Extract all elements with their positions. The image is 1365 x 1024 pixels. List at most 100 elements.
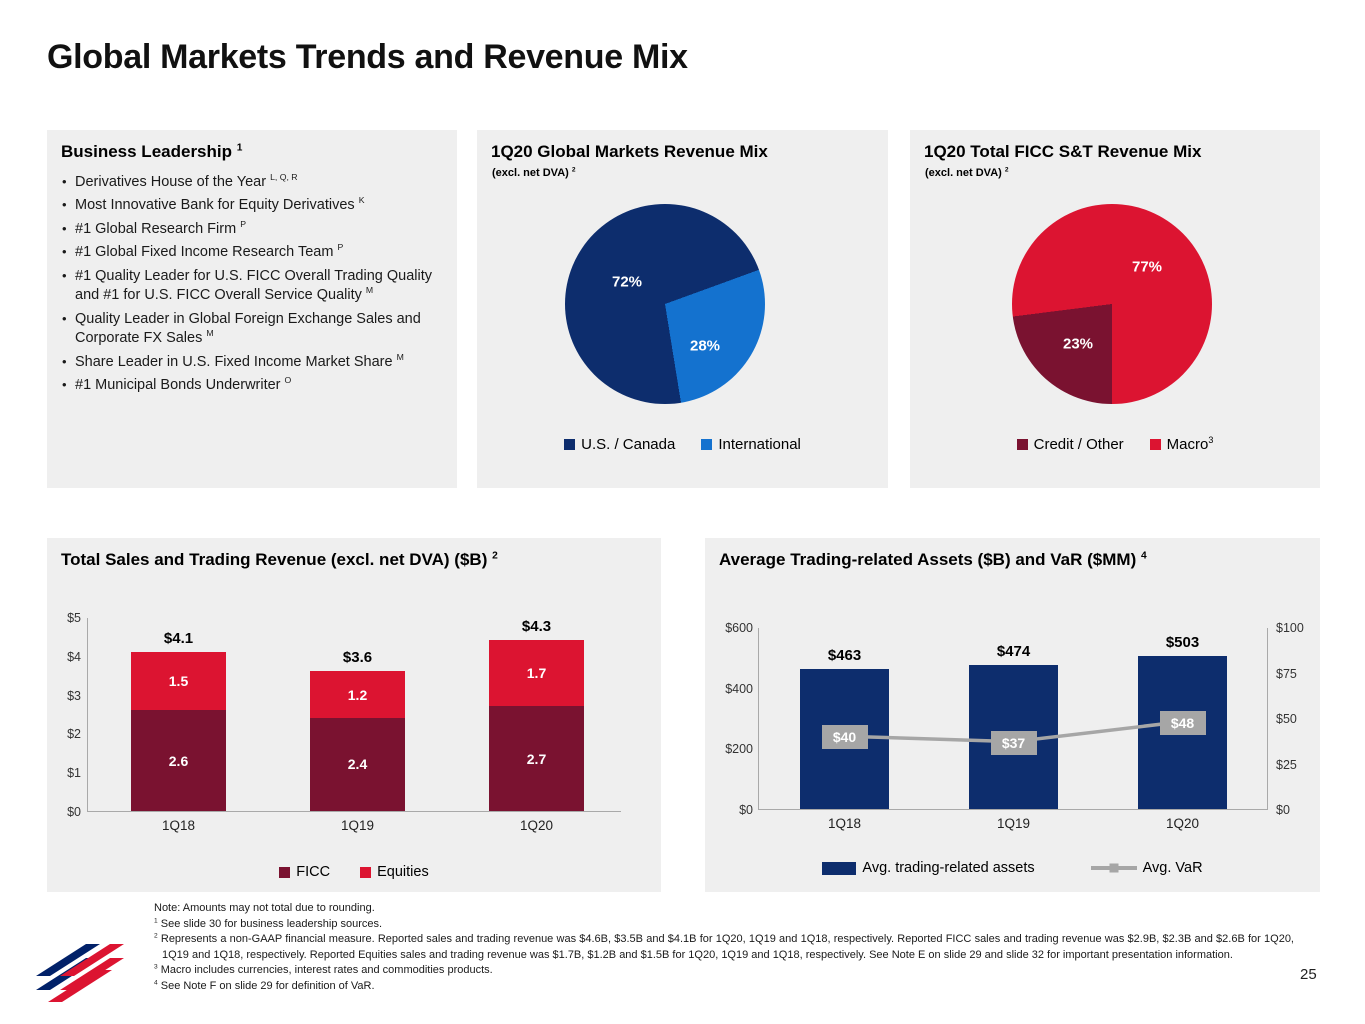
bar-segment-ficc: 2.4 [310, 717, 405, 811]
leadership-item-text: Quality Leader in Global Foreign Exchang… [75, 310, 421, 346]
assets-bar-value-label: $474 [996, 643, 1031, 661]
trading-assets-var-chart-panel: Average Trading-related Assets ($B) and … [705, 538, 1320, 892]
y-axis-tick-labels: $5 $4 $3 $2 $1 $0 [49, 611, 81, 819]
legend-label: Equities [377, 864, 429, 880]
footnote-marker: P [337, 242, 344, 253]
footnote-marker: 2 [571, 166, 576, 174]
ficc-revenue-mix-panel: 1Q20 Total FICC S&T Revenue Mix (excl. n… [910, 130, 1320, 488]
footnote-marker: 3 [1208, 435, 1214, 445]
bar-segment-ficc: 2.7 [489, 706, 584, 811]
axis-tick-label: $200 [725, 742, 753, 757]
sales-trading-revenue-chart-panel: Total Sales and Trading Revenue (excl. n… [47, 538, 661, 892]
axis-tick-label: $0 [67, 804, 81, 819]
chart-title: 1Q20 Global Markets Revenue Mix [491, 142, 768, 162]
footnote-marker: K [358, 195, 365, 206]
leadership-item: Derivatives House of the Year L, Q, R [61, 171, 449, 192]
axis-tick-label: $0 [739, 802, 753, 817]
slide-title: Global Markets Trends and Revenue Mix [47, 38, 688, 76]
legend-swatch [279, 866, 291, 878]
pie-slice-label-international: 28% [689, 337, 721, 355]
chart-subtitle-text: (excl. net DVA) [492, 167, 569, 179]
bank-of-america-logo [36, 944, 124, 1002]
footnote-marker: 1 [236, 142, 243, 154]
legend-label: Credit / Other [1033, 436, 1124, 453]
footnote-marker: 2 [1004, 166, 1009, 174]
axis-tick-label: $400 [725, 681, 753, 696]
x-axis-category-label: 1Q19 [996, 816, 1031, 831]
leadership-item: #1 Municipal Bonds Underwriter O [61, 376, 449, 395]
footnote-marker: M [365, 285, 374, 296]
pie-slice-label-credit-other: 23% [1062, 335, 1094, 353]
footnote-marker: P [240, 218, 246, 229]
legend-label: Avg. trading-related assets [862, 860, 1035, 876]
x-axis-category-label: 1Q18 [827, 816, 862, 831]
chart-subtitle: (excl. net DVA) 2 [492, 167, 576, 179]
assets-bar-value-label: $463 [827, 646, 862, 664]
footnote-text: Macro includes currencies, interest rate… [160, 964, 493, 977]
legend-item: Avg. VaR [1090, 860, 1203, 876]
chart-subtitle: (excl. net DVA) 2 [925, 167, 1009, 179]
bar-segment-equities: 1.2 [310, 671, 405, 718]
chart-legend: FICC Equities [47, 864, 661, 880]
legend-line-swatch [1090, 866, 1137, 870]
global-markets-revenue-mix-panel: 1Q20 Global Markets Revenue Mix (excl. n… [477, 130, 888, 488]
footnote-marker: 4 [154, 979, 158, 987]
segment-value-label: 2.4 [347, 756, 368, 773]
panel-title: Business Leadership 1 [61, 142, 242, 162]
legend-label: Macro3 [1167, 435, 1214, 454]
chart-title: Average Trading-related Assets ($B) and … [719, 550, 1147, 570]
legend-item: FICC [279, 864, 330, 880]
legend-label: FICC [296, 864, 331, 880]
legend-label: International [718, 436, 801, 453]
leadership-item-text: Most Innovative Bank for Equity Derivati… [75, 197, 355, 214]
axis-tick-label: $50 [1276, 712, 1297, 726]
footnote-2: 2 Represents a non-GAAP financial measur… [154, 932, 1294, 963]
axis-tick-label: $0 [1276, 803, 1290, 817]
chart-legend: U.S. / Canada International [477, 436, 888, 453]
footnote-marker: 2 [492, 550, 498, 562]
pie-slice-label-us-canada: 72% [611, 273, 643, 291]
x-axis-category-label: 1Q18 [161, 818, 196, 833]
footnote-4: 4 See Note F on slide 29 for definition … [154, 979, 1294, 995]
left-y-axis-tick-labels: $600 $400 $200 $0 [709, 621, 753, 817]
footnote-3: 3 Macro includes currencies, interest ra… [154, 963, 1294, 979]
page-number: 25 [1300, 966, 1317, 983]
footnote-1: 1 See slide 30 for business leadership s… [154, 917, 1294, 933]
combo-chart-plot: $463 1Q18 $474 1Q19 $503 1Q20 $40 $37 $48 [758, 628, 1268, 831]
bar-total-label: $3.6 [342, 649, 373, 667]
ficc-mix-pie-chart [1012, 204, 1212, 404]
footnote-marker: 4 [1140, 550, 1147, 562]
segment-value-label: 1.7 [526, 665, 547, 682]
right-y-axis-tick-labels: $100 $75 $50 $25 $0 [1276, 621, 1320, 817]
chart-title: Total Sales and Trading Revenue (excl. n… [61, 550, 498, 570]
chart-title-text: 1Q20 Total FICC S&T Revenue Mix [924, 142, 1202, 161]
chart-subtitle-text: (excl. net DVA) [925, 167, 1002, 179]
axis-tick-label: $75 [1276, 666, 1297, 681]
axis-tick-label: $600 [725, 621, 753, 635]
axis-tick-label: $2 [67, 727, 81, 742]
legend-label: Avg. VaR [1142, 860, 1203, 876]
axis-tick-label: $4 [67, 649, 81, 664]
legend-swatch [1149, 439, 1161, 450]
x-axis-category-label: 1Q19 [340, 818, 375, 833]
footnote-marker: 3 [154, 963, 158, 971]
legend-item: U.S. / Canada [564, 436, 675, 453]
legend-item: Macro3 [1149, 435, 1214, 454]
x-axis-category-label: 1Q20 [519, 818, 554, 833]
footnotes: Note: Amounts may not total due to round… [154, 901, 1294, 995]
legend-label: U.S. / Canada [581, 436, 676, 453]
footnote-marker: M [206, 328, 214, 339]
segment-value-label: 2.7 [526, 750, 547, 767]
footnote-marker: L, Q, R [270, 171, 298, 182]
leadership-item: #1 Global Research Firm P [61, 220, 449, 239]
leadership-item: Most Innovative Bank for Equity Derivati… [61, 196, 449, 215]
chart-legend: Avg. trading-related assets Avg. VaR [705, 860, 1320, 876]
segment-value-label: 1.2 [347, 686, 368, 703]
pie-slice-label-macro: 77% [1131, 258, 1163, 276]
bar-segment-ficc: 2.6 [131, 710, 226, 811]
rounding-note: Note: Amounts may not total due to round… [154, 902, 375, 914]
axis-tick-label: $3 [67, 688, 81, 703]
leadership-item: Share Leader in U.S. Fixed Income Market… [61, 352, 449, 372]
var-value-box: $37 [990, 730, 1037, 755]
